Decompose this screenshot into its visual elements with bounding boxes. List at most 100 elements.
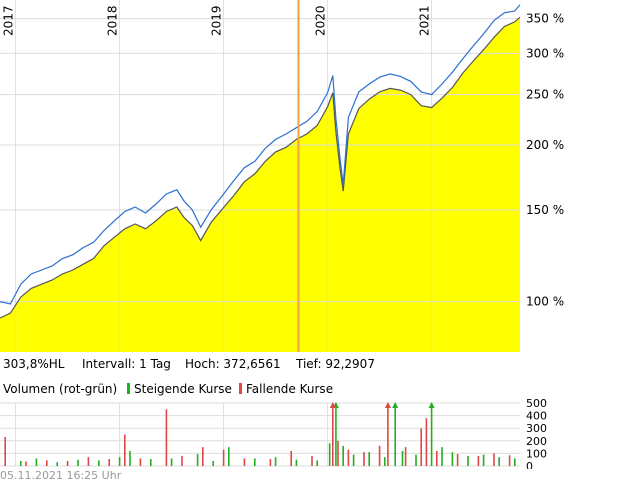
volume-bar	[368, 452, 370, 466]
volume-bar	[363, 452, 365, 466]
volume-overflow-arrow	[384, 402, 391, 408]
y-tick-label: 300 %	[526, 46, 564, 60]
volume-bar	[387, 403, 389, 466]
volume-bar	[451, 452, 454, 466]
volume-bar	[456, 454, 459, 466]
volume-bar	[77, 459, 79, 466]
volume-bar	[150, 459, 152, 466]
volume-bar	[118, 457, 121, 466]
area-fill	[0, 17, 520, 353]
volume-bar	[415, 454, 417, 466]
x-tick-label: 2019	[210, 5, 224, 36]
volume-bar	[394, 403, 396, 466]
volume-bar	[332, 403, 334, 466]
volume-tick-label: 0	[526, 460, 533, 469]
volume-bar	[66, 460, 69, 466]
stats-high: Hoch: 372,6561	[185, 357, 281, 371]
volume-bar	[328, 443, 331, 466]
volume-bar	[498, 457, 500, 466]
volume-bar	[482, 454, 485, 466]
volume-tick-label: 300	[526, 422, 547, 435]
volume-bar	[87, 457, 90, 466]
volume-bar	[295, 459, 298, 466]
volume-bar	[222, 449, 225, 466]
volume-bar	[139, 458, 142, 466]
volume-bar	[404, 447, 407, 466]
rising-swatch	[127, 383, 130, 394]
volume-bar	[108, 459, 110, 466]
volume-bar	[493, 453, 495, 466]
y-tick-label: 250 %	[526, 88, 564, 102]
legend-falling-label: Fallende Kurse	[246, 382, 334, 396]
volume-overflow-arrow	[428, 402, 435, 408]
volume-bar	[181, 455, 183, 466]
volume-bar	[467, 455, 469, 466]
legend-rising-label: Steigende Kurse	[134, 382, 232, 396]
volume-bar	[335, 403, 337, 466]
volume-bar	[477, 455, 480, 466]
volume-bar	[243, 458, 246, 466]
volume-bar	[384, 457, 386, 466]
x-tick-label: 2017	[2, 5, 16, 36]
volume-tick-label: 200	[526, 435, 547, 448]
volume-bar	[311, 455, 313, 466]
volume-bar	[352, 454, 355, 466]
y-tick-label: 350 %	[526, 12, 564, 26]
volume-bar	[316, 460, 318, 466]
volume-bar	[508, 455, 511, 466]
volume-bar	[514, 458, 516, 466]
volume-tick-label: 400	[526, 410, 547, 423]
price-chart: 100 % 150 % 200 % 250 % 300 % 350 % 2017 2018 20…	[0, 0, 564, 353]
volume-bar	[4, 437, 6, 466]
x-tick-label: 2021	[418, 5, 432, 36]
volume-bar	[378, 445, 381, 466]
volume-tick-label: 500	[526, 399, 547, 410]
volume-bar	[212, 460, 214, 466]
series-line-blue	[0, 4, 521, 305]
falling-swatch	[239, 383, 242, 394]
volume-bar	[254, 458, 256, 466]
legend-falling: Fallende Kurse	[239, 380, 333, 398]
volume-bar	[430, 403, 433, 466]
y-tick-label: 200 %	[526, 138, 564, 152]
volume-overflow-arrow	[392, 402, 399, 408]
volume-legend: Volumen (rot-grün) Steigende Kurse Falle…	[0, 380, 620, 398]
volume-bar	[420, 428, 422, 466]
timestamp-footer: 05.11.2021 16:25 Uhr	[0, 469, 122, 482]
volume-bar	[129, 450, 131, 466]
volume-bar	[274, 457, 277, 466]
volume-bar	[401, 450, 404, 466]
volume-bar	[20, 460, 22, 466]
y-tick-label: 100 %	[526, 295, 564, 309]
legend-rising: Steigende Kurse	[127, 380, 232, 398]
volume-bar	[342, 445, 344, 466]
stats-low: Tief: 92,2907	[296, 357, 375, 371]
x-tick-label: 2018	[106, 5, 120, 36]
stats-hl: 303,8%HL	[3, 357, 65, 371]
volume-tick-label: 100	[526, 447, 547, 460]
volume-bar	[202, 447, 204, 466]
volume-bar	[290, 450, 292, 466]
volume-bar	[25, 461, 27, 466]
volume-bar	[124, 434, 126, 466]
x-tick-label: 2020	[314, 5, 328, 36]
volume-bar	[170, 458, 173, 466]
volume-bar	[165, 409, 168, 466]
volume-bar	[196, 454, 199, 466]
volume-bar	[228, 447, 230, 466]
volume-bar	[441, 447, 443, 466]
stats-interval: Intervall: 1 Tag	[82, 357, 171, 371]
stats-bar: 303,8%HL Intervall: 1 Tag Hoch: 372,6561…	[0, 355, 620, 373]
series-line-dark	[0, 16, 521, 319]
volume-bar	[347, 449, 350, 466]
volume-bar	[337, 440, 339, 466]
volume-bar	[46, 460, 48, 466]
volume-bar	[425, 418, 428, 466]
volume-bar	[436, 450, 438, 466]
y-tick-label: 150 %	[526, 203, 564, 217]
volume-bar	[56, 462, 58, 466]
volume-bar	[98, 460, 100, 466]
volume-overflow-arrow	[329, 402, 336, 408]
